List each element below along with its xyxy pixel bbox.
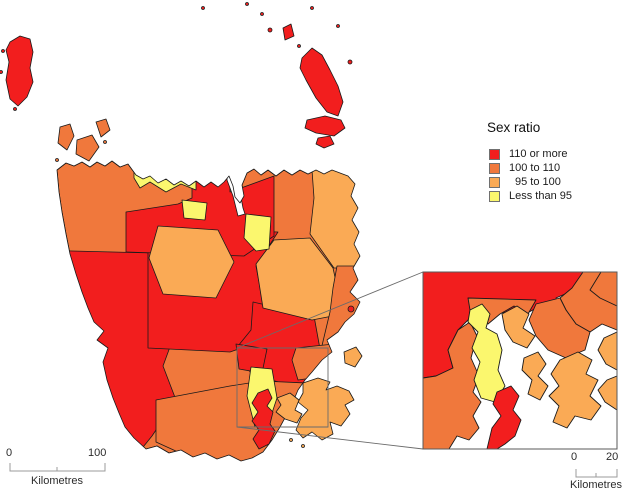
islet <box>14 108 17 111</box>
legend: 110 or more 100 to 110 95 to 100 Less th… <box>489 147 572 203</box>
scalebar-main-start-label: 0 <box>6 447 13 459</box>
cape-barren-island <box>305 116 345 136</box>
inset-region-lightorange-3 <box>522 352 548 400</box>
legend-item-110-or-more: 110 or more <box>489 147 572 161</box>
king-island <box>6 36 33 106</box>
robbins-island <box>76 135 99 161</box>
legend-title: Sex ratio <box>487 120 541 135</box>
hunter-island <box>58 124 74 150</box>
islet <box>261 13 264 16</box>
flinders-island <box>300 48 343 116</box>
tasman-peninsula <box>296 378 354 440</box>
islet <box>104 141 107 144</box>
islands <box>0 3 362 450</box>
maria-island <box>344 347 362 367</box>
islet <box>202 7 205 10</box>
islet <box>348 60 352 64</box>
legend-label: 110 or more <box>509 148 568 160</box>
islet <box>337 25 340 28</box>
inset-frame <box>423 272 617 449</box>
leader-line-top <box>236 271 424 349</box>
inset-region-clarence <box>529 298 590 358</box>
legend-item-95-to-100: 95 to 100 <box>489 175 572 189</box>
scalebar-main <box>10 463 105 471</box>
legend-swatch-95-to-100 <box>489 176 500 188</box>
inset-region-lightorange-1 <box>502 306 535 348</box>
scalebar-inset-start-label: 0 <box>571 451 578 463</box>
legend-label: Less than 95 <box>509 190 572 202</box>
islet <box>56 159 59 162</box>
leader-line-bottom <box>236 426 424 450</box>
legend-item-100-to-110: 100 to 110 <box>489 161 572 175</box>
inset-map <box>423 272 617 449</box>
inset-region-lightorange-5 <box>598 376 617 410</box>
bicheno-spot <box>348 306 354 312</box>
islet <box>302 445 305 448</box>
inset-region-red-south <box>487 386 521 449</box>
islet <box>290 439 293 442</box>
inset-border-sorell <box>590 272 617 306</box>
region-kentish <box>149 226 234 298</box>
legend-swatch-less-than-95 <box>489 190 500 202</box>
legend-swatch-110-or-more <box>489 148 500 160</box>
legend-swatch-100-to-110 <box>489 162 500 174</box>
islet <box>298 45 301 48</box>
scalebar-inset <box>576 469 617 477</box>
scalebar-main-end-label: 100 <box>88 447 107 459</box>
islet-group <box>283 24 294 40</box>
region-yellow-patch-west-tamar <box>182 200 207 220</box>
inset-callout <box>236 271 424 450</box>
region-yellow-launceston <box>244 214 271 251</box>
clarke-island <box>316 136 334 148</box>
islet <box>2 50 5 53</box>
inset-region-lightorange-2 <box>549 352 601 428</box>
region-northern-midlands <box>256 238 343 320</box>
scalebar-main-unit-label: Kilometres <box>31 475 83 487</box>
islet <box>311 7 314 10</box>
south-arm-peninsula <box>276 393 302 423</box>
bruny-island <box>252 389 275 449</box>
legend-item-less-than-95: Less than 95 <box>489 189 572 203</box>
islet <box>268 28 272 32</box>
legend-label: 95 to 100 <box>515 176 561 188</box>
scalebar-inset-unit-label: Kilometres <box>570 479 622 491</box>
scalebar-inset-end-label: 20 <box>606 451 619 463</box>
islet <box>246 3 249 6</box>
legend-label: 100 to 110 <box>509 162 561 174</box>
islet <box>0 71 3 74</box>
inset-region-lightorange-4 <box>598 332 617 370</box>
three-hummock-island <box>96 119 110 137</box>
source-rectangle <box>237 348 328 427</box>
